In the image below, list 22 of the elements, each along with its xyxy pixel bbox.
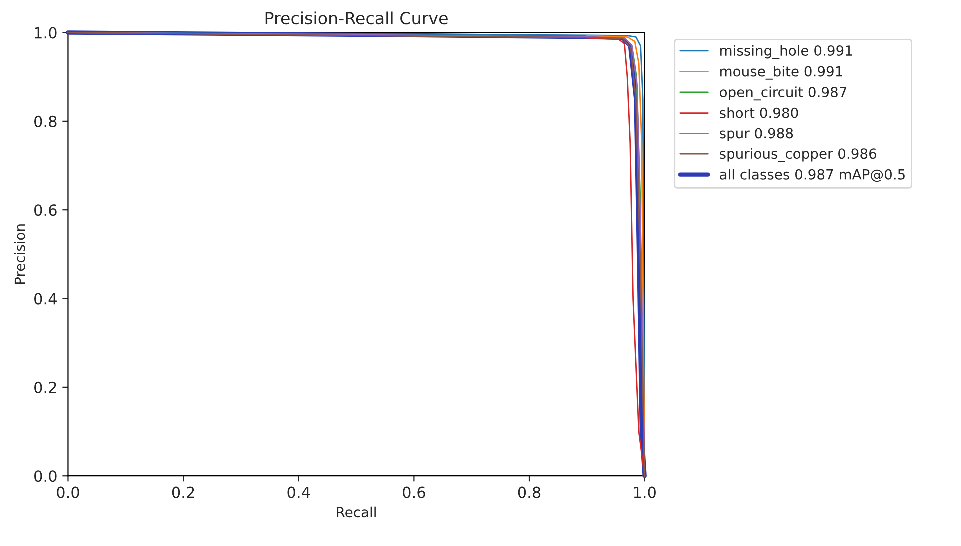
x-tick-label: 0.8 xyxy=(518,486,541,498)
x-tick-label: 0.4 xyxy=(288,486,310,498)
x-tick-label: 1.0 xyxy=(634,486,656,498)
x-tick-label: 0.6 xyxy=(403,486,426,498)
x-axis-title: Recall xyxy=(337,506,376,518)
chart-title: Precision-Recall Curve xyxy=(266,12,448,25)
legend-label: all classes 0.987 mAP@0.5 xyxy=(720,169,905,182)
legend-label: mouse_bite 0.991 xyxy=(720,66,842,80)
y-tick-label: 0.8 xyxy=(34,116,57,128)
legend-label: spur 0.988 xyxy=(720,128,794,142)
legend-label: spurious_copper 0.986 xyxy=(720,148,877,162)
y-tick-label: 0.0 xyxy=(34,470,57,482)
y-axis-title: Precision xyxy=(14,224,26,284)
y-tick-label: 0.4 xyxy=(34,293,57,305)
y-tick-label: 0.2 xyxy=(34,382,56,394)
x-tick-label: 0.0 xyxy=(57,486,80,498)
legend-label: open_circuit 0.987 xyxy=(720,86,847,101)
y-tick-label: 1.0 xyxy=(35,27,57,39)
y-tick-label: 0.6 xyxy=(34,204,57,216)
legend-label: short 0.980 xyxy=(720,108,798,118)
x-tick-label: 0.2 xyxy=(172,486,194,498)
legend-label: missing_hole 0.991 xyxy=(720,45,852,60)
